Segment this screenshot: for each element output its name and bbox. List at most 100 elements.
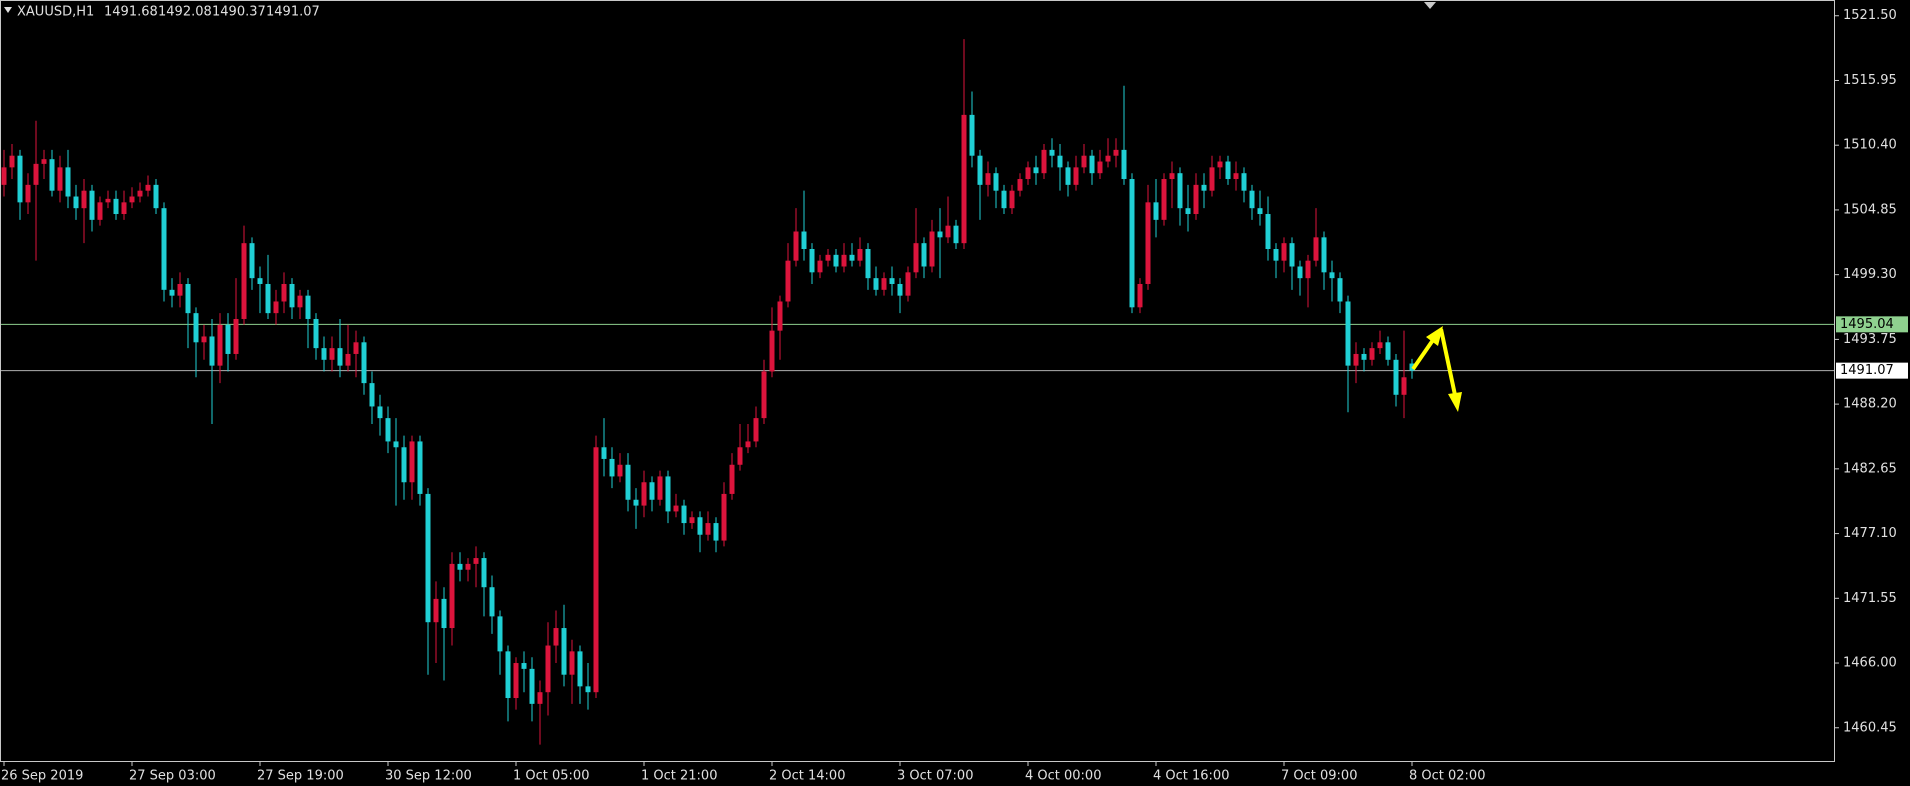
candle-body [81, 190, 87, 209]
candle-body [265, 283, 271, 314]
candle-body [1017, 179, 1023, 191]
candle-body [505, 651, 511, 699]
x-tick-label: 4 Oct 00:00 [1025, 769, 1101, 784]
candle-body [937, 231, 943, 238]
candle-body [25, 184, 31, 203]
y-tick-label: 1482.65 [1843, 461, 1897, 476]
menu-triangle[interactable] [4, 7, 12, 13]
candle-body [1041, 149, 1047, 174]
candle-body [961, 114, 967, 244]
candle-body [297, 295, 303, 308]
candle-body [545, 645, 551, 693]
candle-body [1281, 243, 1287, 261]
candle-body [657, 476, 663, 500]
candle-body [1313, 237, 1319, 261]
candle-body [1249, 190, 1255, 209]
candle-body [209, 336, 215, 366]
candle-body [169, 289, 175, 296]
candle-body [1297, 266, 1303, 279]
candle-body [585, 686, 591, 693]
arrow-shaft [1439, 328, 1457, 396]
candle-body [161, 208, 167, 290]
candle-body [1385, 342, 1391, 360]
candle-body [489, 587, 495, 617]
candle-body [41, 159, 47, 164]
candle-body [1, 167, 7, 185]
candle-body [177, 283, 183, 296]
candle-body [305, 295, 311, 319]
candle-body [1273, 249, 1279, 261]
candle-body [1201, 184, 1207, 191]
candle-body [337, 348, 343, 366]
candle-body [1065, 167, 1071, 185]
y-tick-label: 1499.30 [1843, 267, 1897, 282]
candle-body [1089, 155, 1095, 174]
y-tick-label: 1471.55 [1843, 591, 1897, 606]
arrow-head [1448, 392, 1462, 412]
candle-body [57, 167, 63, 191]
candle-body [329, 348, 335, 360]
candle-body [377, 406, 383, 419]
candle-body [401, 447, 407, 483]
candle-body [1289, 243, 1295, 267]
candle-body [9, 155, 15, 168]
candle-body [825, 254, 831, 261]
candle-body [425, 493, 431, 623]
candle-body [633, 499, 639, 506]
candle-body [1033, 167, 1039, 174]
candle-body [513, 663, 519, 699]
candle-body [745, 441, 751, 448]
candle-body [1185, 208, 1191, 215]
current-price-label: 1491.07 [1840, 363, 1894, 378]
candle-body [225, 324, 231, 354]
candle-body [409, 441, 415, 483]
candle-body [849, 254, 855, 261]
candle-body [713, 523, 719, 541]
candle-body [929, 231, 935, 267]
candle-body [1321, 237, 1327, 273]
candle-body [457, 563, 463, 570]
candle-body [969, 114, 975, 156]
candle-body [905, 272, 911, 296]
candle-body [953, 225, 959, 244]
candle-body [361, 342, 367, 384]
candle-body [649, 482, 655, 500]
candle-body [273, 301, 279, 314]
candle-body [1241, 173, 1247, 191]
candle-body [521, 663, 527, 669]
candle-body [481, 558, 487, 588]
ohlc-close: 1491.07 [266, 5, 320, 20]
candle-body [1081, 155, 1087, 168]
candle-body [681, 505, 687, 524]
candle-body [665, 476, 671, 512]
candle-body [1057, 155, 1063, 168]
candle-body [921, 243, 927, 267]
y-tick-label: 1521.50 [1843, 8, 1897, 23]
candle-body [809, 249, 815, 273]
candle-body [705, 523, 711, 535]
y-tick-label: 1488.20 [1843, 397, 1897, 412]
candle-body [857, 249, 863, 261]
candle-body [145, 184, 151, 191]
arrows [1411, 326, 1462, 412]
candle-body [561, 628, 567, 675]
candle-body [49, 159, 55, 191]
candle-body [1401, 377, 1407, 395]
candle-body [841, 254, 847, 267]
candle-body [1369, 348, 1375, 360]
candle-body [553, 628, 559, 646]
candle-body [313, 318, 319, 349]
candle-body [1377, 342, 1383, 349]
candle-body [241, 243, 247, 319]
candle-body [673, 505, 679, 512]
candle-body [769, 330, 775, 372]
level-label: 1495.04 [1840, 317, 1894, 332]
candle-body [1105, 155, 1111, 162]
candle-body [689, 517, 695, 524]
candle-body [697, 517, 703, 535]
candle-body [1153, 202, 1159, 220]
candle-body [153, 184, 159, 209]
candle-body [1337, 278, 1343, 302]
chart-title: XAUUSD,H1 [17, 5, 94, 20]
candle-body [737, 447, 743, 465]
